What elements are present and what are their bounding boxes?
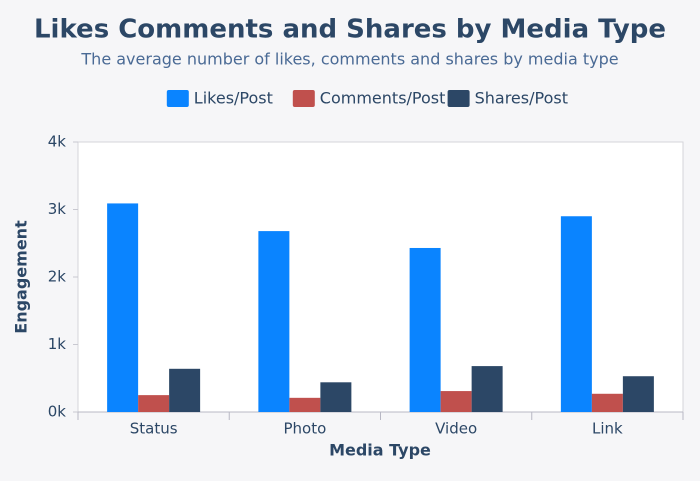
legend-label: Likes/Post — [194, 89, 273, 108]
bar — [591, 393, 623, 412]
x-axis-title: Media Type — [329, 441, 431, 460]
bar — [409, 247, 441, 412]
x-tick-label: Link — [592, 420, 623, 438]
x-tick-label: Status — [130, 420, 178, 438]
bar — [320, 382, 352, 412]
bar — [560, 216, 592, 412]
legend-swatch — [166, 90, 189, 107]
chart-title: Likes Comments and Shares by Media Type — [34, 15, 666, 45]
chart-subtitle: The average number of likes, comments an… — [80, 50, 618, 69]
legend-label: Comments/Post — [320, 89, 446, 108]
y-tick-label: 2k — [48, 268, 67, 286]
legend-swatch — [447, 90, 470, 107]
plot-area — [77, 141, 684, 413]
bar — [289, 397, 321, 412]
bar — [471, 366, 503, 412]
x-tick-label: Photo — [283, 420, 326, 438]
bar — [622, 376, 654, 412]
y-tick-label: 0k — [48, 403, 67, 421]
y-axis-title: Engagement — [12, 220, 31, 334]
bar — [169, 368, 201, 412]
y-tick-label: 4k — [48, 133, 67, 151]
legend-label: Shares/Post — [475, 89, 568, 108]
bar — [138, 395, 170, 412]
y-tick-label: 3k — [48, 200, 67, 218]
bar — [107, 203, 139, 412]
bar — [258, 231, 290, 412]
y-tick-label: 1k — [48, 335, 67, 353]
bar — [440, 391, 472, 412]
x-tick-label: Video — [435, 420, 477, 438]
legend-swatch — [292, 90, 315, 107]
